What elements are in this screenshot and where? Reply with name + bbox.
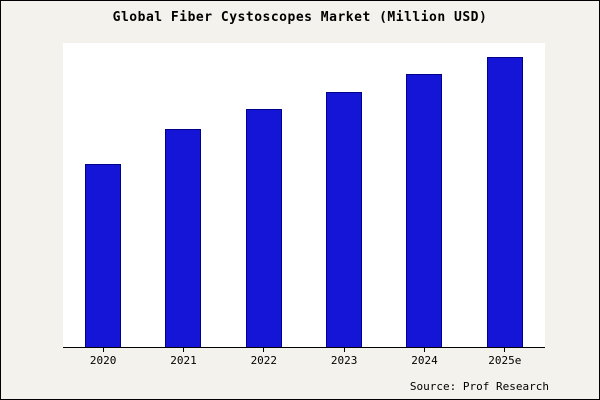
bar-2020: [85, 164, 122, 347]
plot-area: [63, 43, 545, 348]
bar-2024: [406, 74, 443, 347]
x-axis-label-2025e: 2025e: [488, 354, 522, 367]
x-cell-2021: 2021: [165, 348, 201, 367]
tick-mark: [182, 348, 184, 352]
tick-mark: [102, 348, 104, 352]
x-axis-label-2022: 2022: [250, 354, 278, 367]
x-axis-label-2020: 2020: [89, 354, 117, 367]
x-cell-2020: 2020: [85, 348, 121, 367]
x-axis-label-2021: 2021: [170, 354, 197, 367]
x-cell-2023: 2023: [326, 348, 362, 367]
x-cell-2022: 2022: [246, 348, 282, 367]
tick-mark: [423, 348, 425, 352]
x-axis-label-2023: 2023: [330, 354, 358, 367]
source-credit: Source: Prof Research: [409, 380, 549, 393]
tick-mark: [343, 348, 345, 352]
x-cell-2025e: 2025e: [487, 348, 523, 367]
bar-2021: [165, 129, 202, 347]
tick-mark: [504, 348, 506, 352]
tick-mark: [263, 348, 265, 352]
chart-title: Global Fiber Cystoscopes Market (Million…: [112, 10, 488, 25]
bar-2022: [245, 109, 282, 347]
x-cell-2024: 2024: [406, 348, 442, 367]
x-axis-label-2024: 2024: [411, 354, 438, 367]
x-axis-labels: 2020 2021 2022 2023 2024 2025e: [63, 348, 545, 367]
bar-2023: [326, 92, 363, 347]
bar-2025e: [486, 57, 523, 347]
